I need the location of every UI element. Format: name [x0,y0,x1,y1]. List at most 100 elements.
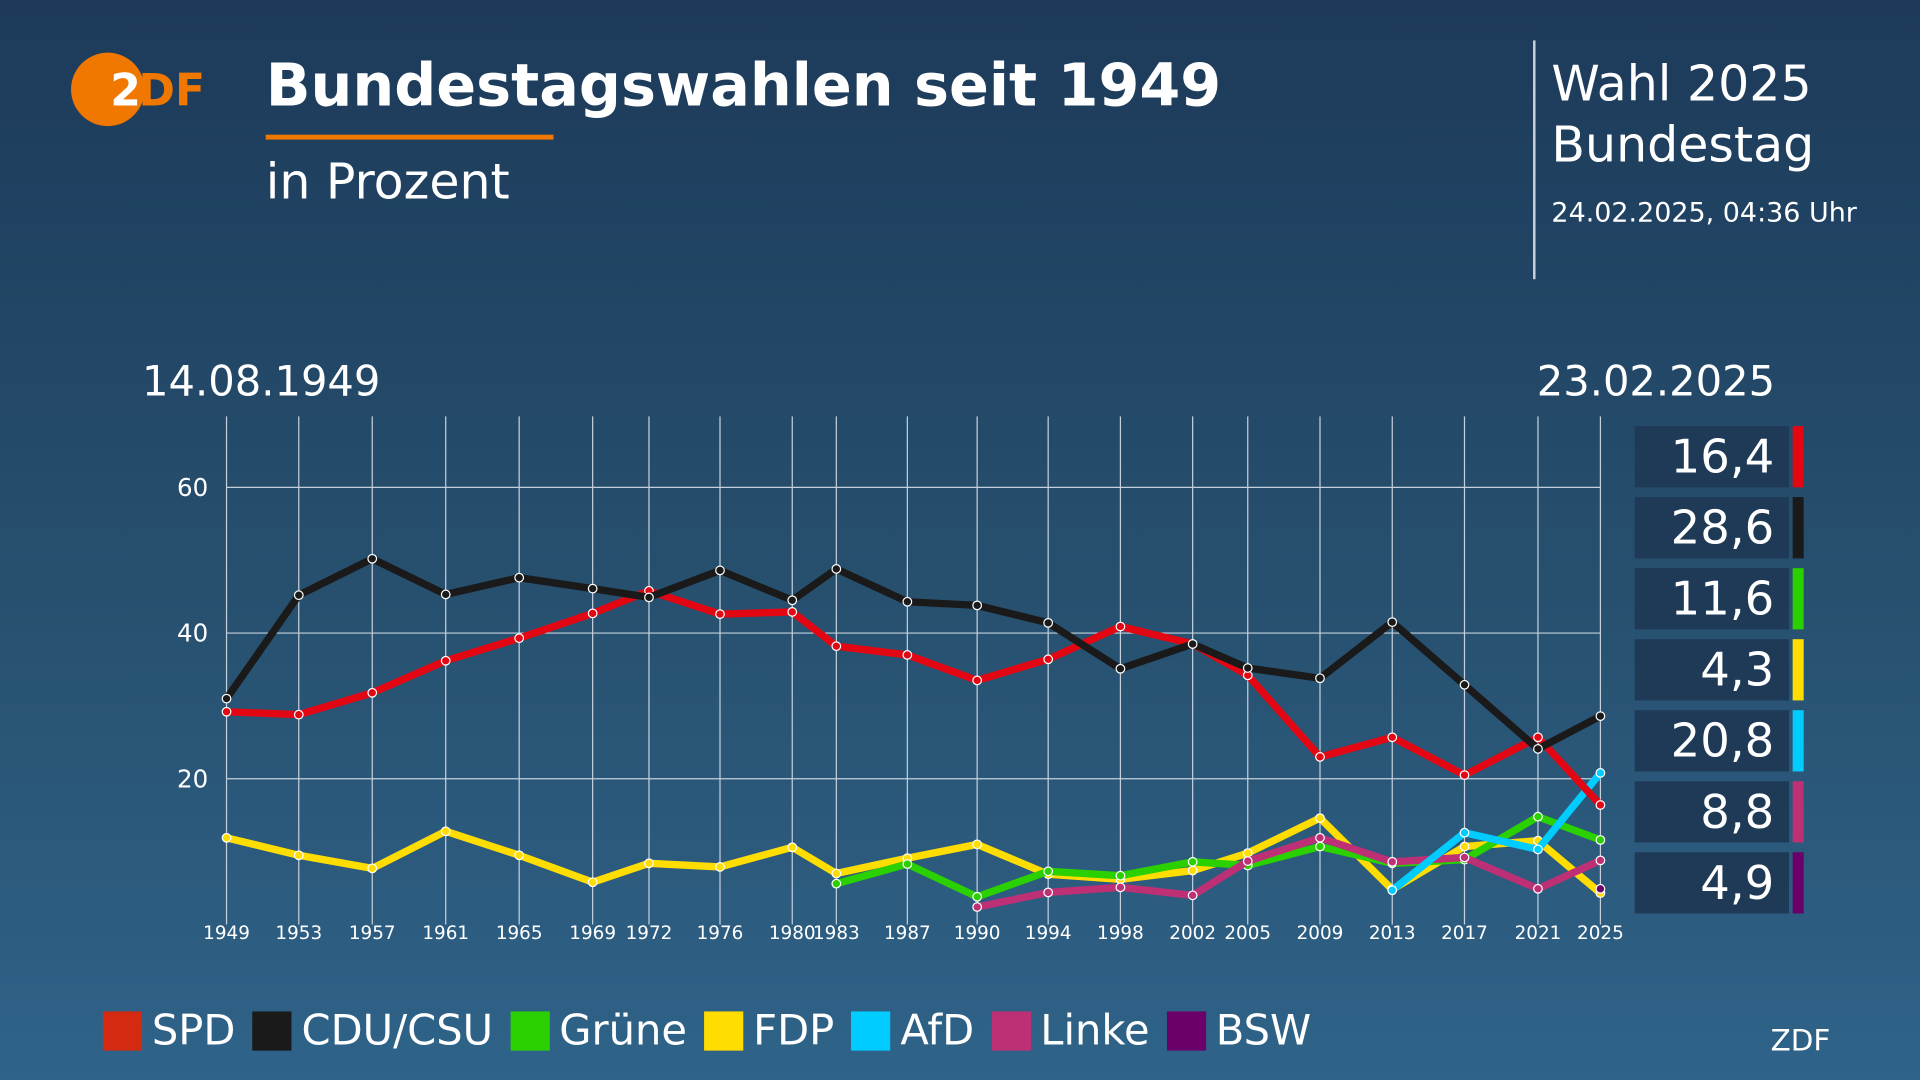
series-color-bar [1792,710,1804,772]
x-tick-label: 2013 [1369,923,1416,944]
election-name: Wahl 2025 [1551,56,1812,113]
data-point [831,564,842,574]
data-point [1187,890,1198,901]
x-tick-label: 1961 [422,923,469,944]
legend-swatch [991,1011,1031,1051]
series-line-linke [976,834,1602,911]
data-point [1187,639,1198,649]
data-point [1315,832,1325,843]
data-point [1595,711,1606,722]
svg-text:DF: DF [138,65,205,116]
x-tick-label: 2002 [1169,923,1216,944]
x-tick-label: 2021 [1515,923,1562,944]
source-label: ZDF [1770,1023,1831,1058]
x-tick-label: 1998 [1097,923,1144,944]
data-point [293,709,304,720]
data-point [1533,883,1543,894]
data-point [787,595,798,606]
x-tick-label: 2017 [1441,923,1488,944]
data-point [1533,744,1543,754]
start-date: 14.08.1949 [142,357,381,407]
data-point [440,589,451,600]
data-point [1242,856,1253,867]
data-point [293,590,304,601]
data-point [221,706,232,717]
legend-label: FDP [753,1006,835,1056]
data-point [1595,768,1606,778]
chart-subtitle: in Prozent [265,154,510,211]
data-point [1315,752,1325,762]
data-point [715,565,725,576]
data-point [1387,617,1398,628]
latest-value-box: 4,3 [1634,639,1789,701]
data-point [221,832,232,843]
y-tick-label: 20 [177,764,208,793]
data-point [1595,835,1606,845]
data-point [902,650,913,660]
data-point [972,600,983,611]
legend-swatch [252,1011,292,1051]
data-point [440,826,451,837]
data-point [587,877,598,888]
legend-label: Linke [1040,1006,1150,1056]
x-tick-label: 1949 [203,923,250,944]
x-tick-label: 1965 [496,923,543,944]
data-point [787,842,798,853]
data-point [644,592,654,603]
legend-label: CDU/CSU [301,1006,494,1056]
data-point [1595,855,1606,866]
y-tick-label: 60 [177,473,208,502]
data-point [972,891,983,902]
data-point [1315,813,1325,824]
legend-swatch [1166,1011,1206,1051]
data-point [1315,673,1325,684]
zdf-logo: 2 DF [71,52,205,127]
x-tick-label: 1987 [884,923,931,944]
series-color-bar [1792,568,1804,630]
data-point [1187,856,1198,867]
data-point [902,859,913,869]
data-point [787,607,798,617]
data-point [1115,882,1126,893]
data-point [367,863,378,874]
data-point [1115,663,1126,674]
x-tick-label: 1990 [954,923,1001,944]
data-point [587,608,598,619]
series-color-bar [1792,426,1804,488]
data-point [1459,827,1470,838]
divider [1533,40,1536,280]
series-color-bar [1792,639,1804,701]
x-tick-label: 1969 [569,923,616,944]
data-point [1459,852,1470,863]
end-date: 23.02.2025 [1536,357,1776,407]
legend-item: SPD [102,1007,235,1056]
legend-item: FDP [704,1007,834,1056]
series-color-bar [1792,497,1804,559]
data-point [831,878,842,889]
legend-swatch [102,1011,143,1051]
data-point [1242,663,1253,673]
data-point [715,862,725,872]
data-point [1595,883,1606,894]
latest-value-box: 4,9 [1634,852,1789,914]
x-tick-label: 2009 [1297,923,1344,944]
latest-value-box: 28,6 [1634,497,1789,559]
data-point [514,850,525,861]
legend-swatch [510,1011,550,1051]
data-point [1387,885,1398,896]
legend-swatch [704,1011,744,1051]
data-point [644,858,654,869]
data-point [1595,800,1606,810]
data-point [1387,856,1398,867]
latest-value-box: 8,8 [1634,781,1789,843]
data-point [1459,770,1470,781]
x-tick-label: 2025 [1577,923,1624,944]
data-point [902,596,913,607]
latest-value-box: 20,8 [1634,710,1789,772]
data-point [831,641,842,652]
data-point [831,868,842,879]
title-underline [265,134,554,140]
x-tick-label: 1980 [769,923,816,944]
x-tick-label: 2005 [1224,923,1271,944]
